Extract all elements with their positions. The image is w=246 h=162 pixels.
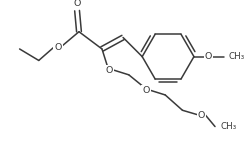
Text: O: O [142, 86, 150, 95]
Text: O: O [106, 66, 113, 75]
Text: O: O [54, 43, 62, 52]
Text: CH₃: CH₃ [229, 52, 245, 61]
Text: O: O [73, 0, 81, 8]
Text: O: O [198, 110, 205, 120]
Text: O: O [205, 52, 212, 61]
Text: CH₃: CH₃ [221, 122, 237, 131]
